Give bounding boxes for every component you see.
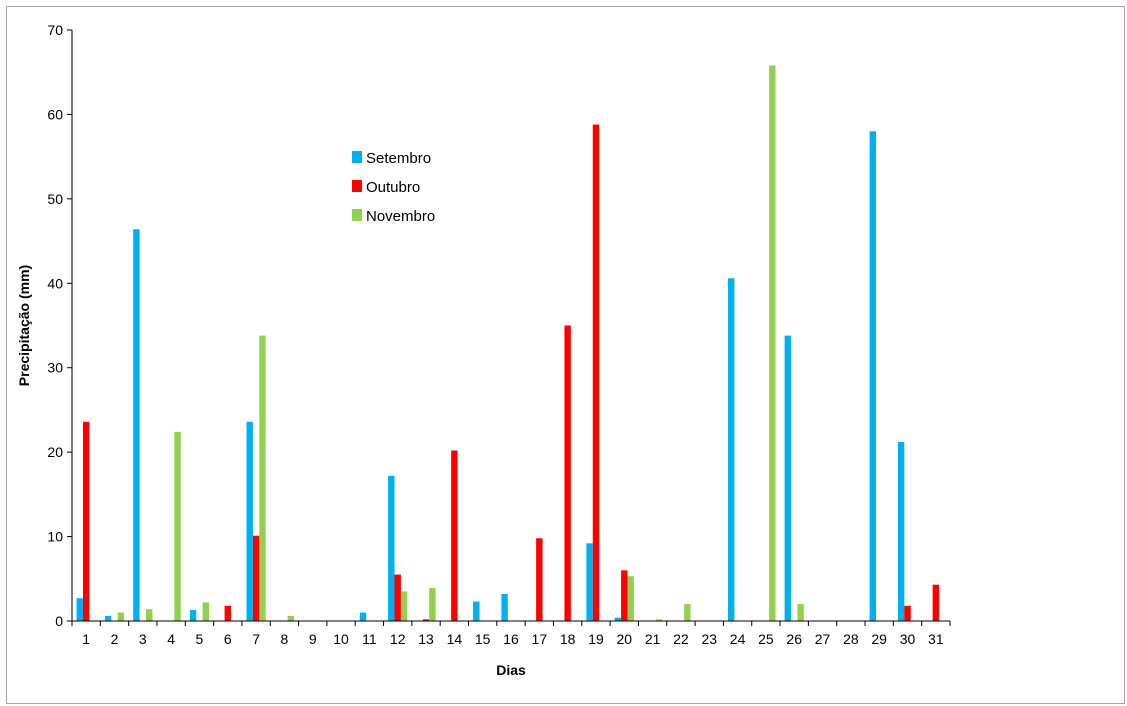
bar-novembro-day-4 [174, 431, 181, 621]
bar-setembro-day-26 [784, 335, 792, 621]
bar-novembro-day-3 [146, 609, 153, 621]
bar-novembro-day-13 [429, 588, 436, 621]
x-tick-label: 10 [333, 631, 349, 647]
bar-setembro-day-15 [473, 601, 480, 621]
x-tick-label: 13 [418, 631, 434, 647]
x-tick-label: 5 [196, 631, 204, 647]
x-tick-label: 29 [871, 631, 887, 647]
bar-outubro-day-1 [82, 421, 90, 621]
bar-outubro-day-20 [621, 570, 628, 621]
bar-setembro-day-7 [246, 421, 253, 621]
y-axis-title: Precipitação (mm) [16, 265, 32, 386]
x-tick-label: 2 [111, 631, 119, 647]
x-tick-label: 31 [928, 631, 944, 647]
bar-novembro-day-12 [400, 591, 408, 621]
y-tick-label: 10 [47, 529, 63, 545]
legend-swatch-setembro [352, 151, 362, 163]
x-tick-label: 16 [503, 631, 519, 647]
bar-novembro-day-25 [769, 65, 776, 621]
y-ticks: 0 10 20 30 40 50 60 70 [47, 22, 72, 629]
bar-setembro-day-29 [869, 131, 876, 622]
legend-swatch-outubro [352, 180, 362, 192]
bar-outubro-day-6 [224, 605, 231, 621]
bar-outubro-day-18 [564, 325, 571, 621]
x-tick-label: 28 [843, 631, 859, 647]
legend-label-outubro: Outubro [366, 179, 420, 196]
x-tick-label: 9 [309, 631, 317, 647]
bar-setembro-day-20 [614, 617, 622, 621]
y-tick-label: 0 [55, 613, 63, 629]
x-tick-label: 21 [645, 631, 661, 647]
bar-novembro-day-20 [627, 576, 634, 621]
legend-swatch-novembro [352, 209, 362, 221]
x-tick-label: 6 [224, 631, 232, 647]
bar-novembro-day-22 [684, 604, 691, 621]
bar-outubro-day-14 [451, 450, 458, 621]
legend: Setembro Outubro Novembro [352, 150, 435, 225]
bar-setembro-day-1 [76, 598, 83, 621]
x-tick-label: 22 [673, 631, 689, 647]
bar-novembro-day-2 [117, 612, 125, 621]
x-tick-label: 23 [701, 631, 717, 647]
x-tick-label: 8 [281, 631, 289, 647]
x-tick-label: 12 [390, 631, 406, 647]
bar-novembro-day-7 [259, 335, 266, 621]
bar-setembro-day-16 [501, 593, 508, 621]
x-tick-label: 4 [167, 631, 175, 647]
bar-outubro-day-7 [252, 535, 260, 621]
bar-setembro-day-3 [133, 229, 140, 621]
x-tick-label: 14 [447, 631, 463, 647]
x-ticks: 1 2 3 4 5 6 7 8 9 10 11 12 13 14 15 16 17 18 19 20 21 22 23 24 2… [71, 621, 951, 647]
bar-setembro-day-2 [104, 615, 112, 621]
bar-setembro-day-11 [359, 612, 367, 621]
y-tick-label: 30 [47, 360, 63, 376]
bar-outubro-day-19 [592, 124, 600, 621]
bar-novembro-day-26 [797, 604, 804, 621]
bar-novembro-day-21 [655, 619, 663, 621]
x-tick-label: 25 [758, 631, 774, 647]
y-tick-label: 60 [47, 106, 63, 122]
bar-outubro-day-31 [932, 584, 940, 621]
legend-label-setembro: Setembro [366, 150, 431, 167]
bar-setembro-day-19 [586, 543, 593, 621]
bar-novembro-day-5 [202, 602, 210, 621]
x-tick-label: 1 [82, 631, 90, 647]
y-tick-label: 70 [47, 22, 63, 38]
x-tick-label: 3 [139, 631, 147, 647]
x-tick-label: 26 [786, 631, 802, 647]
bars-layer [76, 65, 940, 622]
legend-label-novembro: Novembro [366, 208, 435, 225]
bar-outubro-day-12 [394, 574, 401, 621]
x-tick-label: 24 [730, 631, 746, 647]
bar-setembro-day-30 [897, 442, 905, 621]
bar-setembro-day-12 [388, 475, 395, 621]
x-tick-label: 19 [588, 631, 604, 647]
x-tick-label: 17 [532, 631, 548, 647]
bar-setembro-day-24 [727, 278, 735, 621]
bar-outubro-day-17 [536, 538, 543, 621]
x-tick-label: 30 [900, 631, 916, 647]
x-tick-label: 27 [815, 631, 831, 647]
x-tick-label: 20 [617, 631, 633, 647]
bar-outubro-day-30 [904, 605, 911, 621]
y-tick-label: 20 [47, 444, 63, 460]
bar-novembro-day-8 [287, 615, 295, 621]
y-tick-label: 50 [47, 191, 63, 207]
x-tick-label: 18 [560, 631, 576, 647]
x-axis-title: Dias [496, 662, 526, 678]
y-tick-label: 40 [47, 275, 63, 291]
x-tick-label: 11 [362, 631, 377, 647]
bar-outubro-day-13 [422, 619, 430, 621]
x-tick-label: 15 [475, 631, 491, 647]
x-tick-label: 7 [252, 631, 260, 647]
bar-setembro-day-5 [189, 610, 197, 621]
axes-layer [71, 30, 950, 622]
